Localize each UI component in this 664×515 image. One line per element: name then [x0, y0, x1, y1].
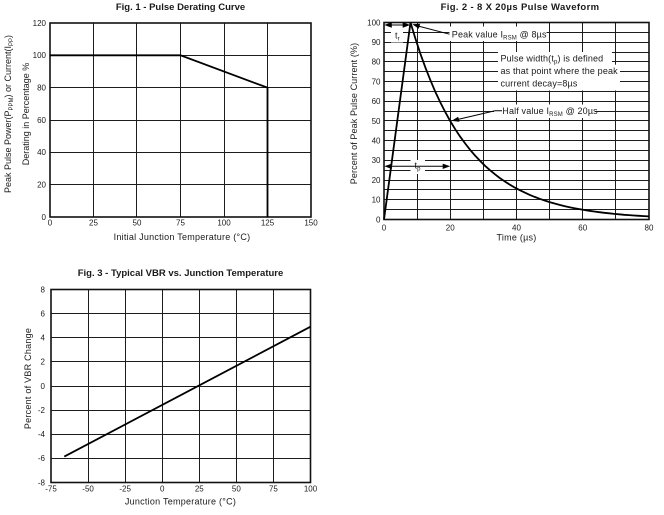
- svg-text:20: 20: [37, 180, 46, 189]
- svg-text:Percent of VBR Change: Percent of VBR Change: [23, 328, 33, 429]
- svg-text:100: 100: [304, 484, 318, 493]
- svg-text:0: 0: [376, 215, 381, 224]
- svg-text:100: 100: [217, 219, 231, 228]
- svg-text:50: 50: [232, 484, 241, 493]
- svg-text:Percent of Peak Pulse Current: Percent of Peak Pulse Current (%): [349, 43, 359, 184]
- svg-text:50: 50: [133, 219, 142, 228]
- svg-text:Peak value IRSM @ 8µs: Peak value IRSM @ 8µs: [452, 30, 547, 42]
- svg-text:Fig. 1 - Pulse Derating Curve: Fig. 1 - Pulse Derating Curve: [116, 2, 245, 13]
- svg-text:Initial Junction Temperature (: Initial Junction Temperature (°C): [114, 232, 251, 242]
- svg-text:120: 120: [33, 19, 47, 28]
- svg-text:0: 0: [160, 484, 165, 493]
- svg-text:125: 125: [261, 219, 275, 228]
- svg-text:-50: -50: [82, 484, 94, 493]
- svg-text:Peak Pulse Power(PPPM) or Curr: Peak Pulse Power(PPPM) or Current(IPP): [3, 35, 15, 193]
- svg-text:20: 20: [372, 176, 381, 185]
- svg-text:as that point where the peak: as that point where the peak: [501, 66, 619, 76]
- svg-text:25: 25: [89, 219, 98, 228]
- svg-text:10: 10: [372, 196, 381, 205]
- svg-text:40: 40: [512, 224, 521, 233]
- svg-text:60: 60: [37, 116, 46, 125]
- svg-text:40: 40: [372, 137, 381, 146]
- svg-text:current decay=8µs: current decay=8µs: [501, 79, 578, 89]
- svg-text:0: 0: [41, 382, 46, 391]
- svg-text:Fig. 3 - Typical VBR vs. Junct: Fig. 3 - Typical VBR vs. Junction Temper…: [78, 268, 284, 279]
- svg-text:2: 2: [41, 358, 46, 367]
- svg-text:60: 60: [578, 224, 587, 233]
- svg-text:Fig. 2 - 8 X 20µs Pulse Wavefo: Fig. 2 - 8 X 20µs Pulse Waveform: [441, 2, 600, 13]
- svg-text:80: 80: [372, 58, 381, 67]
- svg-text:80: 80: [37, 83, 46, 92]
- svg-text:Time (µs): Time (µs): [496, 233, 536, 243]
- svg-text:30: 30: [372, 156, 381, 165]
- svg-text:20: 20: [446, 224, 455, 233]
- svg-text:0: 0: [48, 219, 53, 228]
- svg-text:8: 8: [41, 285, 46, 294]
- svg-text:70: 70: [372, 77, 381, 86]
- svg-text:60: 60: [372, 97, 381, 106]
- svg-text:-25: -25: [119, 484, 131, 493]
- svg-text:100: 100: [367, 18, 381, 27]
- svg-text:80: 80: [645, 224, 654, 233]
- svg-text:4: 4: [41, 334, 46, 343]
- svg-text:Half value IRSM @ 20µs: Half value IRSM @ 20µs: [502, 106, 598, 118]
- svg-text:40: 40: [37, 148, 46, 157]
- svg-text:6: 6: [41, 309, 46, 318]
- svg-text:-8: -8: [38, 478, 46, 487]
- svg-text:Derating in Percentage %: Derating in Percentage %: [21, 63, 31, 166]
- svg-text:75: 75: [176, 219, 185, 228]
- svg-text:0: 0: [382, 224, 387, 233]
- svg-text:150: 150: [304, 219, 318, 228]
- svg-text:Junction Temperature (°C): Junction Temperature (°C): [125, 497, 236, 507]
- svg-text:0: 0: [42, 213, 47, 222]
- svg-text:-6: -6: [38, 454, 46, 463]
- svg-text:-2: -2: [38, 406, 46, 415]
- svg-text:100: 100: [33, 51, 47, 60]
- svg-text:Pulse width(tp) is defined: Pulse width(tp) is defined: [501, 54, 604, 66]
- svg-text:25: 25: [195, 484, 204, 493]
- svg-text:-4: -4: [38, 430, 46, 439]
- svg-text:50: 50: [372, 117, 381, 126]
- svg-text:90: 90: [372, 38, 381, 47]
- svg-text:75: 75: [269, 484, 278, 493]
- svg-text:tr: tr: [395, 31, 400, 43]
- svg-text:-75: -75: [45, 484, 57, 493]
